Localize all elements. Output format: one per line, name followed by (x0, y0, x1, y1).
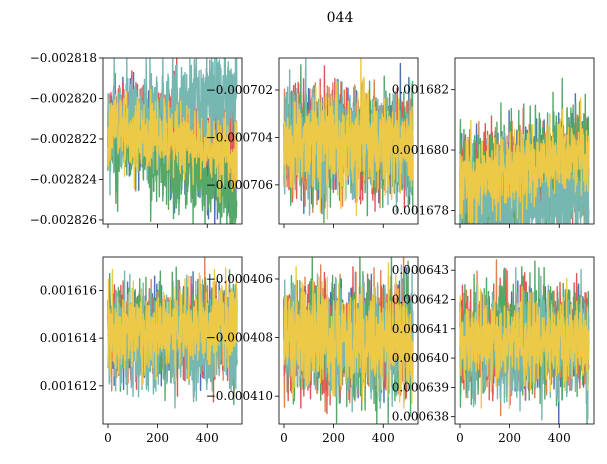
y-tick-label: −0.000408 (206, 331, 273, 345)
x-tick-label: 400 (372, 431, 395, 445)
y-tick-label: −0.000702 (206, 83, 273, 97)
x-tick-label: 200 (498, 431, 521, 445)
axes-frame (278, 256, 419, 425)
subplot-row2-col1: 0.001612 0.001614 0.001616 0 200 400 (40, 256, 243, 445)
x-tick-label: 0 (456, 431, 464, 445)
series-group (459, 77, 590, 224)
subplot-row1-col2: −0.000702 −0.000704 −0.000706 (206, 57, 419, 228)
x-tick-label: 200 (322, 431, 345, 445)
subplot-row1-col1: −0.002818 −0.002820 −0.002822 −0.002824 −0.0… (30, 51, 243, 228)
y-tick-label: −0.002820 (30, 91, 97, 105)
y-tick-label: 0.000641 (392, 322, 449, 336)
y-tick-label: −0.002822 (30, 132, 97, 146)
y-tick-label: 0.001612 (40, 379, 97, 393)
series-line-series-6 (107, 267, 238, 387)
axes-frame (454, 256, 595, 425)
y-tick-label: −0.002818 (30, 51, 97, 65)
y-tick-label: 0.000643 (392, 263, 449, 277)
series-group (107, 58, 238, 224)
axes-frame (278, 57, 419, 225)
series-line-series-6 (459, 98, 590, 224)
series-group (283, 58, 414, 224)
y-tick-label: 0.000640 (392, 351, 449, 365)
series-group (283, 257, 414, 424)
x-tick-label: 400 (548, 431, 571, 445)
subplot-grid: −0.002818 −0.002820 −0.002822 −0.002824 −0.0… (30, 51, 595, 445)
y-tick-label: 0.001614 (40, 331, 98, 345)
series-line-series-6 (283, 262, 414, 409)
y-tick-label: −0.000706 (206, 178, 273, 192)
axes-frame (102, 256, 243, 425)
series-line-series-6 (283, 58, 414, 220)
y-tick-label: 0.001680 (392, 143, 449, 157)
subplot-row2-col2: −0.000406 −0.000408 −0.000410 0 200 400 (206, 256, 419, 445)
y-tick-label: −0.002824 (30, 172, 98, 186)
y-tick-label: 0.000638 (392, 410, 449, 424)
subplot-row1-col3: 0.001678 0.001680 0.001682 (392, 57, 595, 228)
series-line-series-6 (107, 88, 238, 204)
series-line-series-5 (107, 58, 238, 196)
subplot-row2-col3: 0.000638 0.000639 0.000640 0.000641 0.000642… (392, 256, 595, 445)
series-group (107, 257, 238, 409)
x-tick-label: 400 (196, 431, 219, 445)
y-tick-label: 0.000639 (392, 380, 449, 394)
y-tick-label: 0.000642 (392, 292, 449, 306)
y-tick-label: −0.000704 (206, 130, 274, 144)
y-tick-label: −0.002826 (30, 213, 97, 227)
axes-frame (454, 57, 595, 225)
y-tick-label: 0.001616 (40, 283, 97, 297)
series-line-series-6 (459, 277, 590, 409)
y-tick-label: 0.001682 (392, 83, 449, 97)
series-group (459, 259, 590, 424)
axes-frame (102, 57, 243, 225)
x-tick-label: 0 (280, 431, 288, 445)
x-tick-label: 200 (146, 431, 169, 445)
figure-title: 044 (327, 10, 354, 26)
y-tick-label: 0.001678 (392, 203, 449, 217)
y-tick-label: −0.000410 (206, 389, 273, 403)
y-tick-label: −0.000406 (206, 272, 273, 286)
x-tick-label: 0 (104, 431, 112, 445)
